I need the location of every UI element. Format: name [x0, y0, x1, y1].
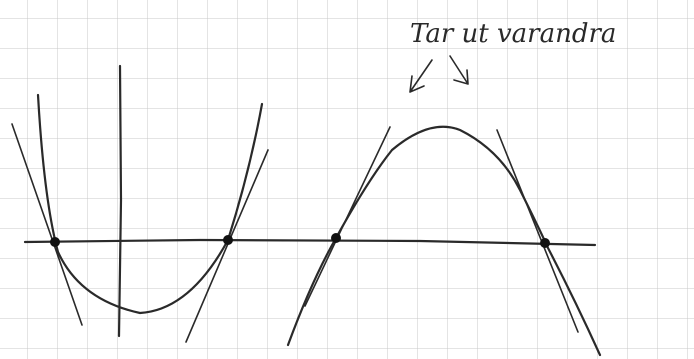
root-point [540, 238, 550, 248]
root-point [223, 235, 233, 245]
grid-paper [0, 0, 694, 359]
sketch: Tar ut varandra [0, 0, 694, 359]
root-point [331, 233, 341, 243]
annotation: Tar ut varandra [410, 19, 616, 49]
root-point [50, 237, 60, 247]
